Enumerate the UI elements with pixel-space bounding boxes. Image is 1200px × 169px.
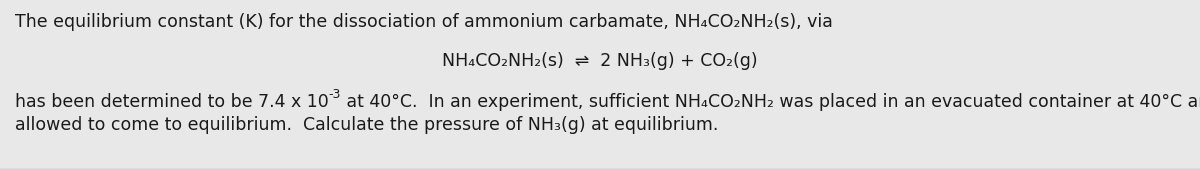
Text: allowed to come to equilibrium.  Calculate the pressure of NH₃(g) at equilibrium: allowed to come to equilibrium. Calculat… (14, 116, 719, 134)
Text: at 40°C.  In an experiment, sufficient NH₄CO₂NH₂ was placed in an evacuated cont: at 40°C. In an experiment, sufficient NH… (341, 93, 1200, 111)
Text: NH₄CO₂NH₂(s)  ⇌  2 NH₃(g) + CO₂(g): NH₄CO₂NH₂(s) ⇌ 2 NH₃(g) + CO₂(g) (442, 52, 758, 70)
Text: has been determined to be 7.4 x 10: has been determined to be 7.4 x 10 (14, 93, 329, 111)
Text: -3: -3 (329, 88, 341, 101)
Text: The equilibrium constant (K) for the dissociation of ammonium carbamate, NH₄CO₂N: The equilibrium constant (K) for the dis… (14, 13, 833, 31)
